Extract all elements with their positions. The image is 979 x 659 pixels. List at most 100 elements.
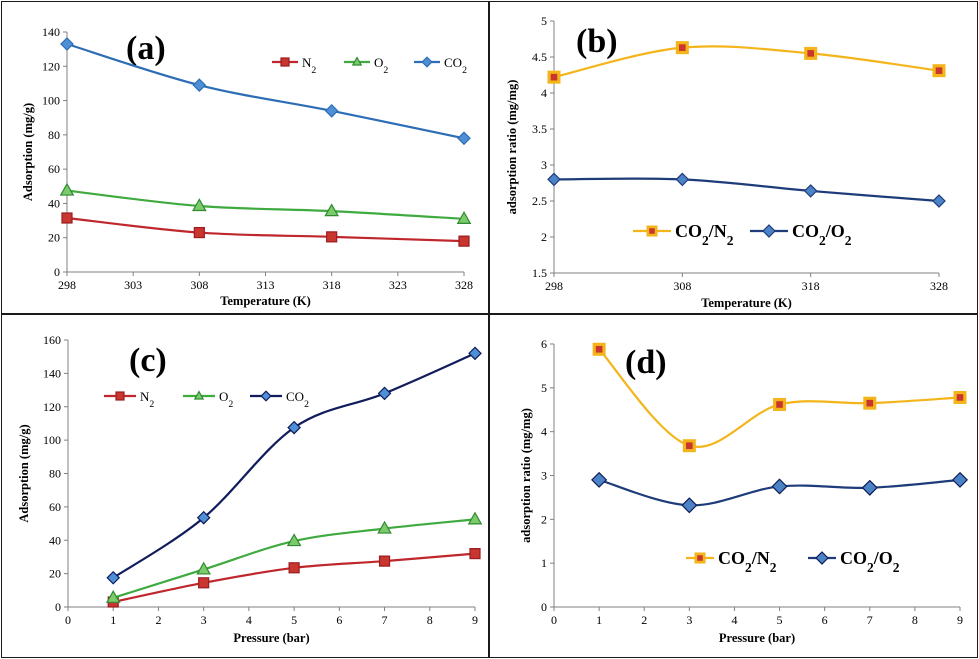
series-line bbox=[112, 552, 476, 604]
data-point bbox=[456, 211, 472, 224]
y-tick-label: 5 bbox=[541, 381, 547, 395]
y-tick-label: 1.5 bbox=[532, 266, 547, 280]
data-point bbox=[106, 570, 121, 585]
series-line bbox=[66, 42, 465, 140]
y-tick-label: 6 bbox=[541, 337, 547, 351]
x-tick-label: 328 bbox=[930, 279, 948, 293]
legend-label: O2 bbox=[374, 55, 388, 76]
y-tick-label: 80 bbox=[49, 467, 61, 481]
panel-b: 1.5 2 2.5 3 3.5 4 4.5 5 298 308 318 328 Temperature … bbox=[489, 1, 978, 314]
legend-label: CO2 bbox=[286, 389, 309, 410]
data-point bbox=[804, 46, 818, 60]
data-point bbox=[105, 590, 121, 603]
data-point bbox=[932, 194, 946, 208]
x-tick-label: 9 bbox=[957, 613, 963, 627]
y-tick-label: 3.5 bbox=[532, 122, 547, 136]
y-tick-label: 120 bbox=[43, 400, 61, 414]
y-axis-title: Adsorption (mg/g) bbox=[21, 103, 35, 201]
data-point bbox=[288, 562, 300, 574]
data-point bbox=[681, 497, 698, 514]
x-axis-title: Temperature (K) bbox=[220, 294, 311, 308]
chart-c: 0 20 40 60 80 100 120 140 160 0 1 2 3 4 5 6 7 8 9 Pressure … bbox=[17, 333, 483, 645]
y-tick-label: 140 bbox=[43, 366, 61, 380]
data-point bbox=[675, 172, 690, 187]
y-tick-label: 3 bbox=[541, 469, 547, 483]
data-point bbox=[193, 226, 205, 239]
data-point bbox=[468, 346, 482, 361]
x-tick-label: 318 bbox=[802, 279, 820, 293]
data-point bbox=[547, 172, 561, 187]
data-point bbox=[59, 182, 75, 196]
y-tick-label: 20 bbox=[49, 567, 61, 581]
chart-a: 0 20 40 60 80 100 120 140 298 303 308 313 318 323 328 T… bbox=[21, 25, 473, 308]
data-point bbox=[457, 131, 471, 146]
data-point bbox=[377, 386, 392, 401]
y-tick-label: 2 bbox=[541, 230, 547, 244]
x-tick-label: 3 bbox=[201, 613, 207, 627]
y-axis-title: Adsorption (mg/g) bbox=[17, 424, 31, 522]
y-tick-label: 100 bbox=[43, 433, 61, 447]
x-tick-label: 7 bbox=[382, 613, 388, 627]
x-tick-label: 4 bbox=[731, 613, 737, 627]
data-point bbox=[953, 390, 967, 404]
data-point bbox=[198, 577, 210, 589]
legend-marker bbox=[646, 225, 658, 237]
x-tick-label: 308 bbox=[190, 278, 208, 292]
x-tick-label: 1 bbox=[110, 613, 116, 627]
legend-label: CO2/N2 bbox=[718, 548, 777, 575]
legend-label: O2 bbox=[219, 389, 233, 410]
y-axis-title: adsorption ratio (mg/mg) bbox=[505, 80, 519, 215]
legend-marker bbox=[762, 224, 776, 238]
x-tick-label: 0 bbox=[551, 613, 557, 627]
data-point bbox=[675, 41, 689, 55]
data-point bbox=[682, 439, 696, 453]
y-tick-label: 60 bbox=[48, 162, 60, 176]
data-point bbox=[324, 203, 339, 217]
legend-label: CO2 bbox=[444, 55, 467, 76]
y-tick-label: 0 bbox=[541, 600, 547, 614]
data-point bbox=[326, 231, 338, 243]
y-tick-label: 0 bbox=[54, 265, 60, 279]
y-tick-label: 160 bbox=[43, 333, 61, 347]
legend-label: CO2/O2 bbox=[792, 221, 852, 248]
y-tick-label: 120 bbox=[42, 59, 60, 73]
y-tick-label: 0 bbox=[55, 600, 61, 614]
x-axis-title: Temperature (K) bbox=[701, 296, 792, 310]
y-tick-label: 4 bbox=[541, 425, 547, 439]
data-point bbox=[863, 396, 877, 410]
data-point bbox=[286, 533, 302, 547]
data-point bbox=[771, 478, 788, 495]
x-tick-label: 8 bbox=[427, 613, 433, 627]
x-tick-label: 298 bbox=[58, 278, 76, 292]
x-tick-label: 308 bbox=[673, 279, 691, 293]
y-tick-label: 60 bbox=[49, 500, 61, 514]
data-point bbox=[547, 70, 561, 84]
data-point bbox=[773, 397, 787, 411]
legend-marker bbox=[694, 552, 706, 564]
legend-marker bbox=[115, 391, 125, 401]
legend-label: CO2/N2 bbox=[675, 221, 734, 248]
data-point bbox=[932, 64, 946, 78]
x-tick-label: 6 bbox=[336, 613, 342, 627]
legend-marker bbox=[193, 390, 205, 400]
series-line bbox=[553, 45, 940, 79]
y-tick-label: 4 bbox=[541, 86, 547, 100]
y-tick-label: 20 bbox=[48, 231, 60, 245]
y-tick-label: 140 bbox=[42, 25, 60, 39]
data-point bbox=[378, 555, 391, 567]
x-tick-label: 5 bbox=[291, 613, 297, 627]
x-tick-label: 0 bbox=[65, 613, 71, 627]
y-tick-label: 40 bbox=[48, 196, 60, 210]
x-tick-label: 323 bbox=[389, 278, 407, 292]
data-point bbox=[61, 212, 73, 224]
x-tick-label: 313 bbox=[257, 278, 275, 292]
y-tick-label: 4.5 bbox=[532, 50, 547, 64]
y-tick-label: 5 bbox=[541, 14, 547, 28]
data-point bbox=[861, 479, 878, 496]
x-tick-label: 6 bbox=[822, 613, 828, 627]
x-tick-label: 298 bbox=[545, 279, 563, 293]
x-tick-label: 4 bbox=[246, 613, 252, 627]
y-tick-label: 3 bbox=[541, 158, 547, 172]
legend-marker bbox=[815, 551, 829, 565]
